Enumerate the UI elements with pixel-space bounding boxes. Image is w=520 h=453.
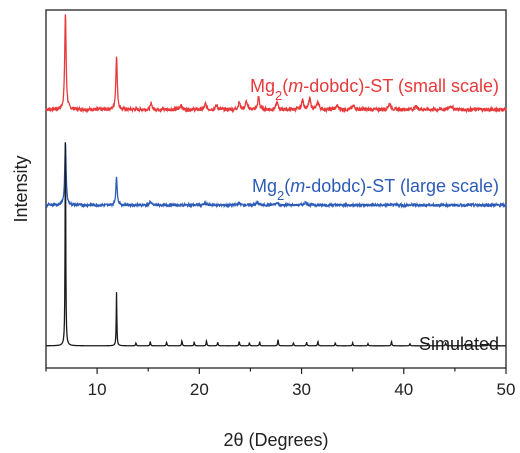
x-tick-label: 20 — [190, 380, 209, 399]
series-line-2 — [46, 142, 506, 347]
plot-frame — [45, 9, 507, 369]
series-line-0 — [45, 14, 507, 114]
x-tick-label: 40 — [394, 380, 413, 399]
y-axis-title: Intensity — [11, 155, 31, 222]
x-tick-label: 50 — [497, 380, 516, 399]
series-labels: Mg2(m-dobdc)-ST (small scale) Mg2(m-dobdc… — [250, 76, 499, 354]
series-layer — [45, 14, 507, 347]
x-axis-title: 2θ (Degrees) — [223, 430, 328, 450]
series-label-1: Mg2(m-dobdc)-ST (large scale) — [252, 176, 499, 203]
series-line-1 — [45, 142, 507, 209]
series-label-0: Mg2(m-dobdc)-ST (small scale) — [250, 76, 499, 103]
x-axis-ticks: 10 20 30 40 50 — [45, 368, 516, 399]
series-label-2: Simulated — [419, 334, 499, 354]
x-tick-label: 10 — [88, 380, 107, 399]
x-tick-label: 30 — [292, 380, 311, 399]
